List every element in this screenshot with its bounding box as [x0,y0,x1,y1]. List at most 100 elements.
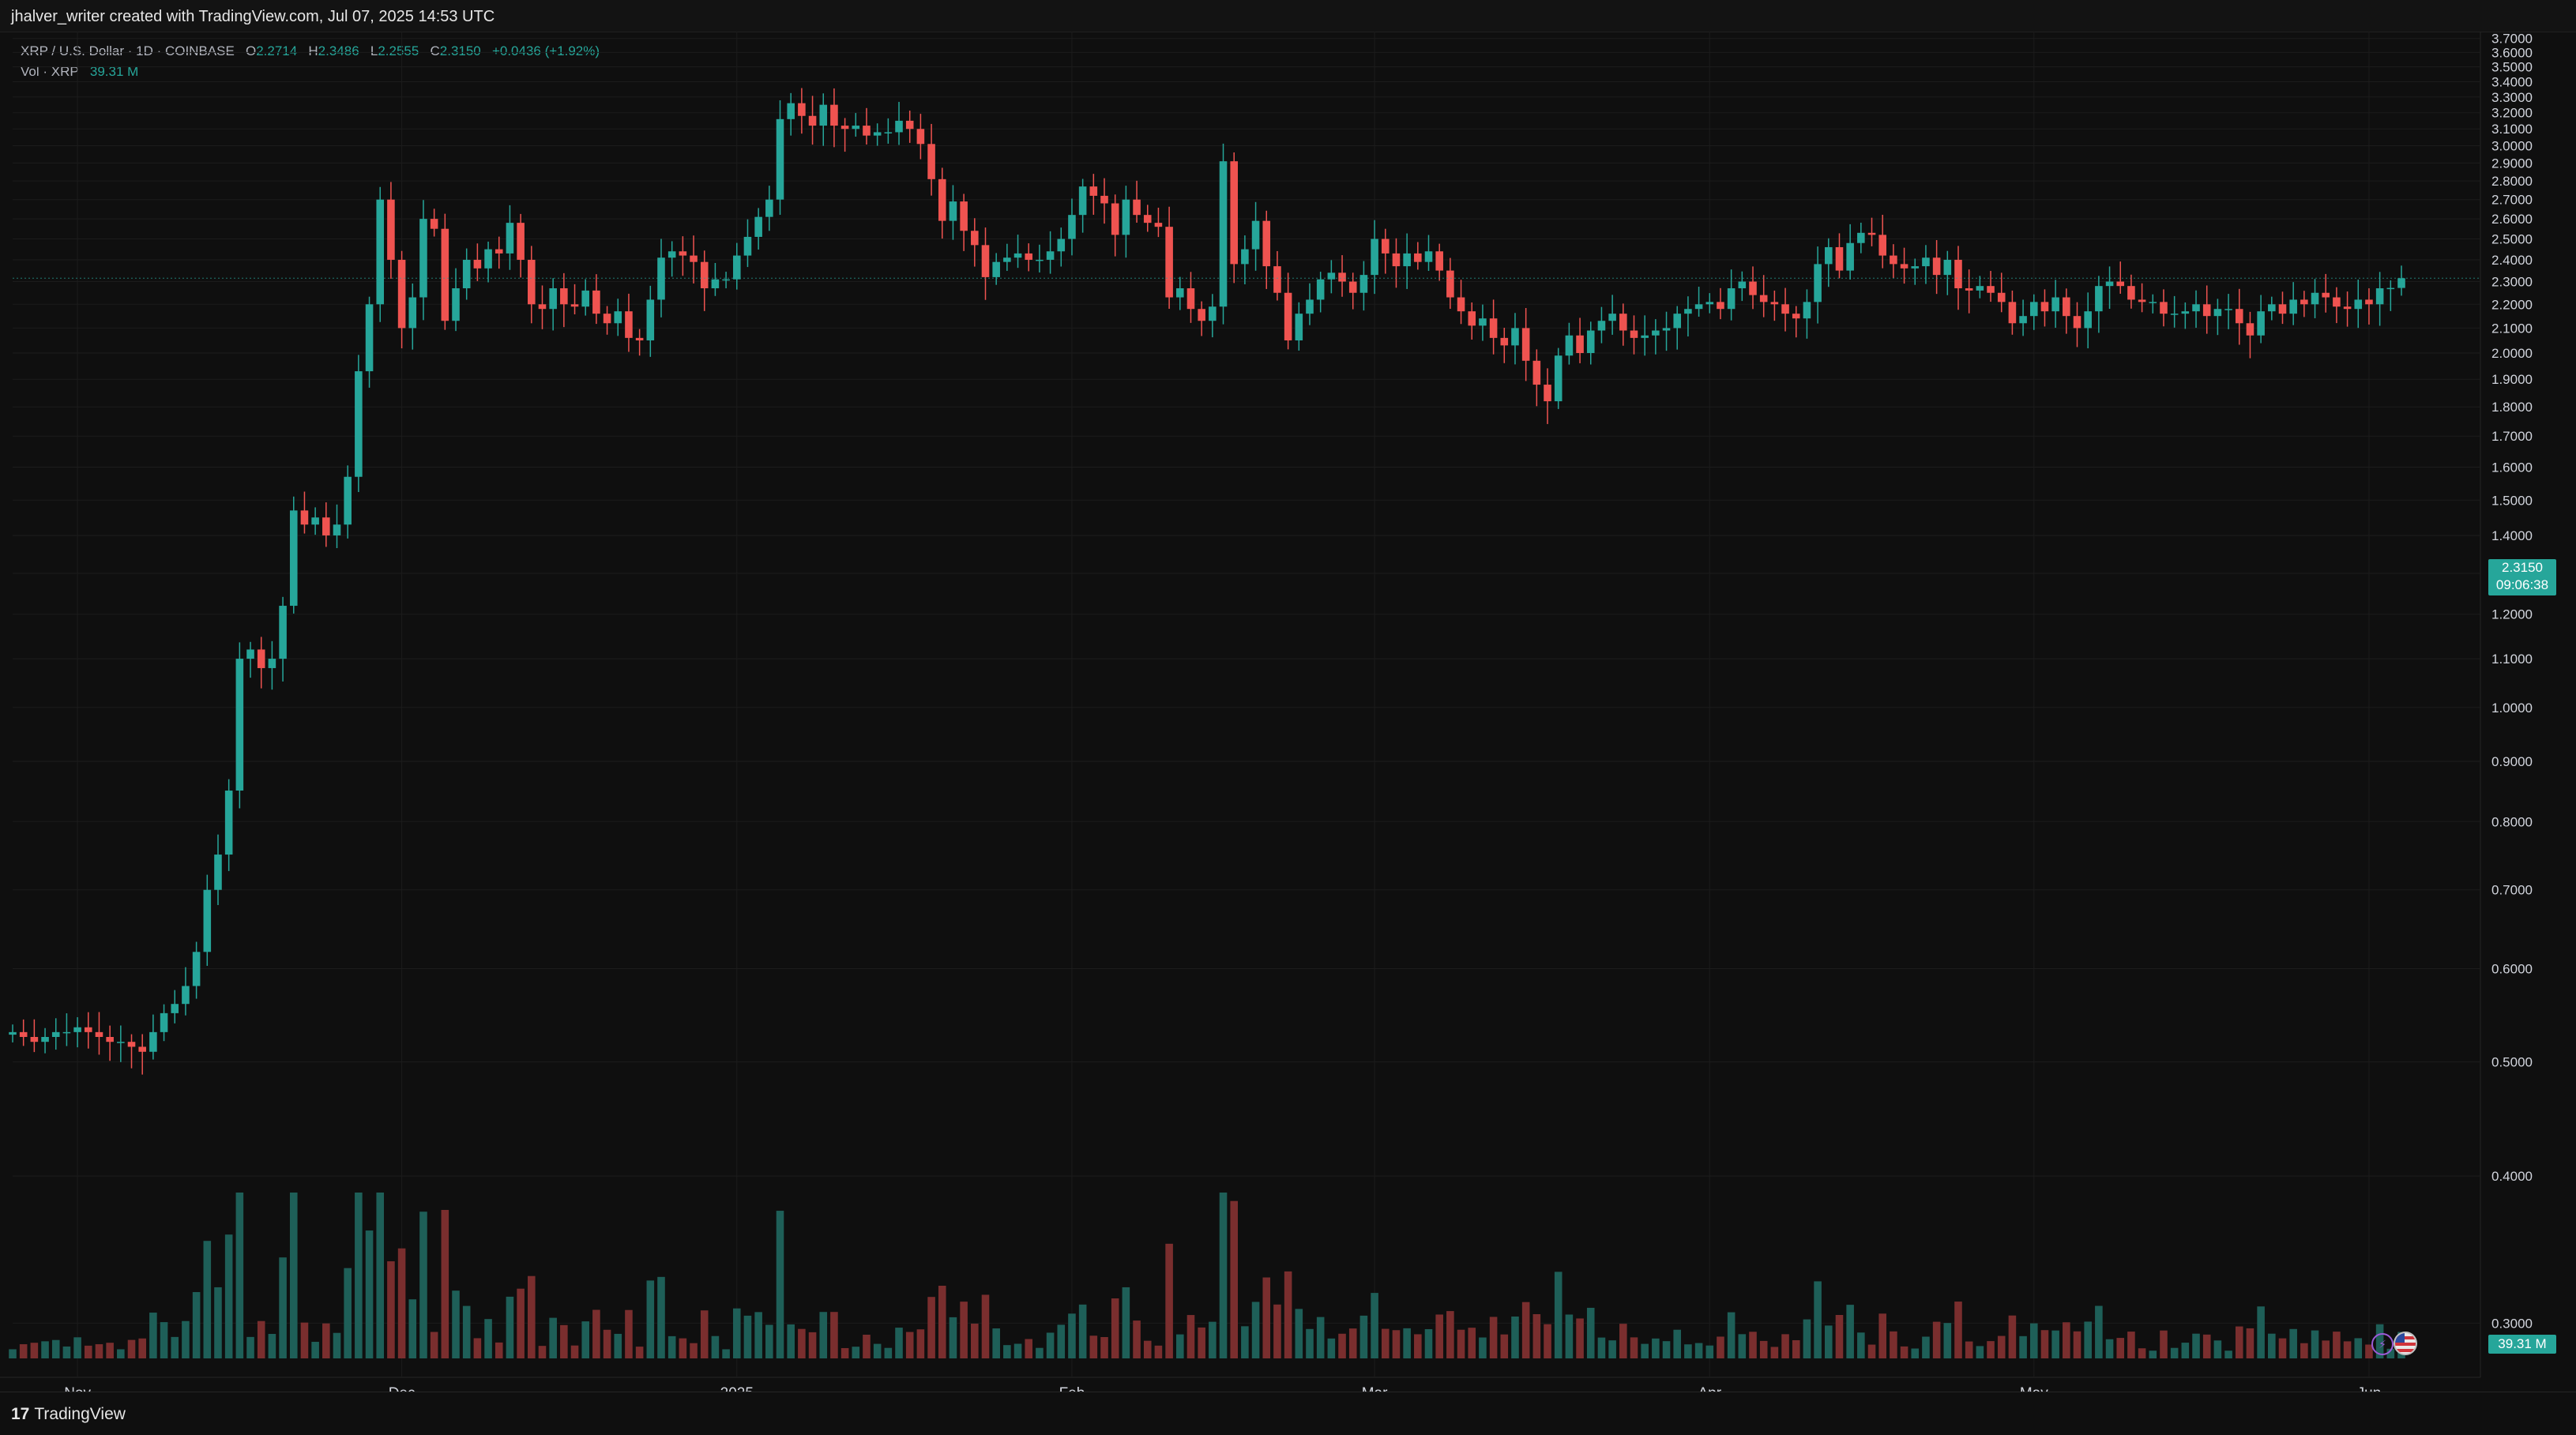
candle-body [1576,335,1584,354]
volume-bar [1911,1348,1920,1358]
candle-body [603,314,611,324]
volume-bar [1867,1344,1876,1358]
volume-bar [1544,1324,1551,1358]
candle-body [1943,259,1952,276]
volume-bar [2116,1338,2125,1358]
volume-bar [722,1349,730,1358]
close-value: 2.3150 [439,43,481,58]
candle-body [1338,272,1346,282]
candle-body [949,201,957,221]
volume-bar [1036,1347,1044,1358]
y-tick-label: 2.2000 [2491,297,2533,312]
candle-body [1867,232,1876,235]
volume-bar [506,1296,514,1358]
candle-body [1403,253,1411,267]
candle-body [1295,314,1303,341]
candle-body [722,279,730,281]
volume-row: Vol · XRP 39.31 M [21,62,600,82]
y-tick-label: 2.6000 [2491,212,2533,227]
volume-bar [289,1193,298,1358]
candle-body [592,290,600,314]
volume-bar [570,1345,579,1358]
volume-bar [1403,1328,1411,1358]
candle-body [1597,321,1606,331]
candle-body [1381,239,1390,254]
candle-body [787,103,795,119]
candle-body [819,104,828,126]
ohlc-row: XRP / U.S. Dollar · 1D · COINBASE O2.271… [21,41,600,62]
volume-bar [224,1234,233,1358]
volume-bar [2311,1330,2319,1358]
volume-bar [1824,1325,1833,1358]
volume-bar [1803,1319,1811,1358]
volume-bar [1230,1200,1238,1358]
candle-body [2192,304,2200,312]
candle-body [1089,186,1098,196]
candle-body [1348,281,1357,293]
footer-bar: 17 TradingView [0,1392,2576,1435]
volume-bar [614,1333,622,1358]
candle-body [2127,286,2135,300]
candle-body [1219,161,1228,307]
volume-bar [2343,1341,2352,1358]
volume-bar [344,1268,352,1358]
candle-body [1154,223,1163,227]
candle-body [1717,302,1724,310]
flash-icon[interactable]: ⚡ [2371,1333,2394,1355]
volume-label[interactable]: Vol · XRP [21,64,79,79]
candle-body [2051,297,2059,312]
candle-body [2170,314,2179,315]
y-tick-label: 3.0000 [2491,138,2533,153]
candle-body [1630,330,1638,338]
candle-body [376,199,385,305]
candle-body [700,261,709,289]
candle-body [344,476,352,525]
low-label: L [370,43,378,58]
volume-bar [1057,1324,1066,1358]
last-volume-badge: 39.31 M [2488,1335,2556,1354]
symbol-label[interactable]: XRP / U.S. Dollar · 1D · COINBASE [21,43,235,58]
candle-body [311,517,319,525]
y-tick-label: 0.5000 [2491,1055,2533,1070]
volume-bar [863,1335,871,1358]
candle-body [679,251,687,256]
volume-bar [1900,1346,1908,1358]
candle-body [84,1027,92,1032]
volume-bar [1586,1307,1595,1358]
volume-bar [2181,1343,2190,1358]
candle-body [884,132,893,133]
candle-body [1965,288,1973,291]
candle-body [754,216,762,237]
candle-body [1327,272,1336,280]
volume-bar [2008,1315,2017,1358]
volume-bar [62,1346,71,1358]
candle-body [214,855,222,890]
volume-bar [1133,1320,1141,1358]
candle-body [387,199,395,260]
candle-body [171,1004,179,1013]
candle-body [1987,286,1995,293]
volume-bar [743,1315,752,1358]
candle-body [2289,299,2297,314]
tradingview-brand[interactable]: 17 TradingView [11,1405,126,1424]
volume-bar [1327,1338,1336,1358]
candle-body [798,103,806,116]
candle-body [895,120,903,133]
candle-body [2311,292,2319,305]
candle-body [1489,318,1498,338]
volume-bar [732,1308,741,1358]
us-flag-icon[interactable] [2394,1332,2417,1355]
candle-body [1468,311,1476,326]
candle-body [1900,264,1908,269]
volume-bar [1013,1343,1022,1358]
volume-bar [322,1323,330,1358]
candle-body [2095,286,2103,312]
candle-body [538,304,547,310]
volume-bar [1630,1337,1638,1358]
volume-bar [1198,1327,1205,1358]
volume-bar [1489,1317,1498,1358]
candle-body [1511,328,1519,346]
candle-body [1078,186,1087,216]
candle-body [549,288,557,310]
